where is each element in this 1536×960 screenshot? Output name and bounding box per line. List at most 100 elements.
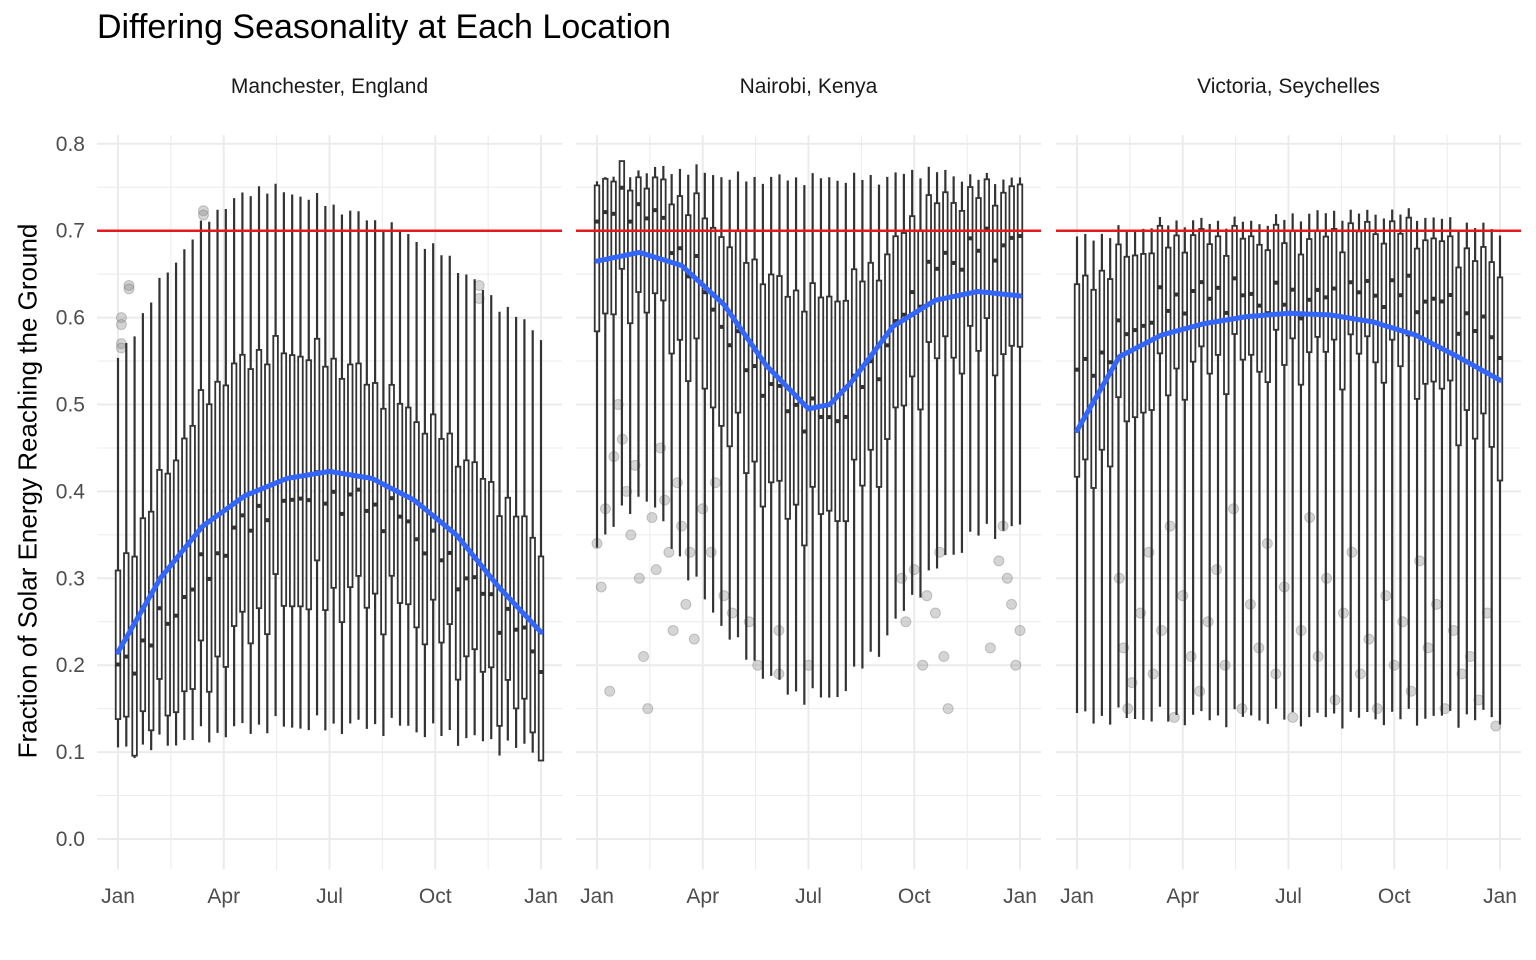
outlier-point [659,494,671,506]
outlier-point [115,342,127,354]
outlier-point [1490,720,1502,732]
box [991,204,999,377]
box [363,383,371,609]
box [643,187,650,314]
outlier-point [1014,624,1026,636]
outlier-point [908,564,920,576]
outlier-point [680,598,692,610]
outlier-point [1380,590,1392,602]
box [751,258,758,463]
box [1198,228,1205,348]
box [801,310,808,547]
box [635,176,642,293]
y-tick-label: 0.7 [56,220,85,243]
box [288,354,296,608]
box [842,299,850,523]
box [1073,283,1081,478]
box [1306,238,1313,354]
outlier-point [1147,668,1159,680]
box [1239,237,1247,361]
box [1322,235,1330,353]
x-tick-label: Jul [795,885,822,908]
box [413,421,420,629]
outlier-point [638,651,650,663]
y-tick-label: 0.8 [56,133,85,156]
box [701,217,709,390]
box [1422,239,1429,385]
outlier-point [1354,668,1366,680]
box [529,536,536,734]
outlier-point [123,279,135,291]
box [1413,247,1421,400]
outlier-point [115,312,127,324]
box [709,226,717,409]
box [537,555,545,762]
outlier-point [921,590,933,602]
box [743,262,750,474]
box [651,176,659,295]
box [908,215,916,378]
smooth-curve [1074,310,1503,434]
y-tick-label: 0.2 [56,654,85,677]
box [1098,269,1106,451]
x-tick-label: Jul [1275,885,1302,908]
box [950,202,957,359]
box [983,178,991,319]
box [1016,183,1024,348]
outlier-point [197,205,209,217]
chart-title: Differing Seasonality at Each Location [97,8,671,46]
x-tick-label: Apr [686,885,719,908]
outlier-point [688,633,700,645]
outlier-point [663,546,675,558]
box [338,377,346,624]
outlier-point [650,564,662,576]
box [1488,261,1495,448]
y-tick-label: 0.4 [56,480,86,503]
outlier-point [1001,572,1013,584]
box [1471,260,1479,440]
box [181,437,188,693]
box [230,362,238,627]
box [405,406,412,606]
x-tick-label: Apr [207,885,240,908]
box [164,472,171,717]
outlier-point [709,477,721,489]
box [1000,191,1007,356]
outlier-point [993,555,1005,567]
box [1447,235,1454,382]
box [322,365,329,611]
outlier-point [115,319,127,331]
outlier-point [1346,546,1358,558]
box [313,337,321,562]
box [380,407,387,636]
box [809,282,816,488]
box [718,236,725,427]
x-tick-label: Jan [1003,885,1037,908]
box [784,295,791,520]
outlier-point [1185,651,1197,663]
box [388,383,395,577]
x-tick-label: Oct [419,885,452,908]
box [197,389,205,642]
box [967,186,974,327]
outlier-point [684,546,696,558]
box [834,300,841,522]
box [371,382,379,595]
outlier-point [1363,633,1375,645]
outlier-point [705,546,717,558]
box [1082,274,1089,461]
y-tick-label: 0.5 [56,394,85,417]
box [1123,255,1130,423]
outlier-point [896,572,908,584]
box [305,359,312,611]
box [1438,240,1446,390]
box [438,438,445,644]
outlier-point [1194,685,1206,697]
box [917,229,924,411]
box [1272,223,1280,331]
box [875,279,883,488]
y-tick-label: 0.3 [56,567,85,590]
box [189,424,196,690]
box [1480,246,1487,415]
box [297,355,304,608]
